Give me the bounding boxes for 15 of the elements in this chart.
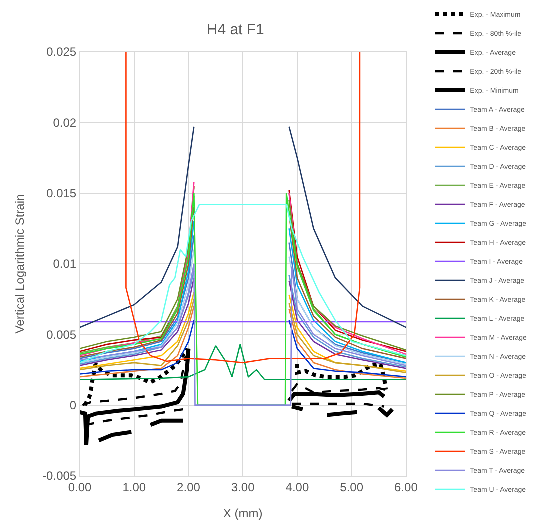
y-tick-label: 0.02 — [53, 116, 77, 130]
x-tick-label: 3.00 — [231, 480, 256, 494]
chart-title: H4 at F1 — [206, 21, 264, 38]
y-axis-title: Vertical Logarithmic Strain — [12, 194, 27, 334]
x-tick-label: 4.00 — [286, 480, 310, 494]
x-tick-label: 6.00 — [394, 480, 418, 494]
y-tick-label: 0.005 — [46, 328, 77, 342]
y-tick-label: 0.015 — [46, 186, 77, 201]
x-tick-label: 2.00 — [177, 480, 201, 494]
x-tick-label: 5.00 — [340, 480, 364, 494]
x-tick-label: 1.00 — [122, 480, 146, 494]
y-tick-label: 0.01 — [53, 257, 77, 272]
y-tick-label: 0.025 — [46, 45, 77, 60]
x-axis-title: X (mm) — [223, 506, 263, 520]
y-tick-label: 0 — [70, 398, 77, 413]
